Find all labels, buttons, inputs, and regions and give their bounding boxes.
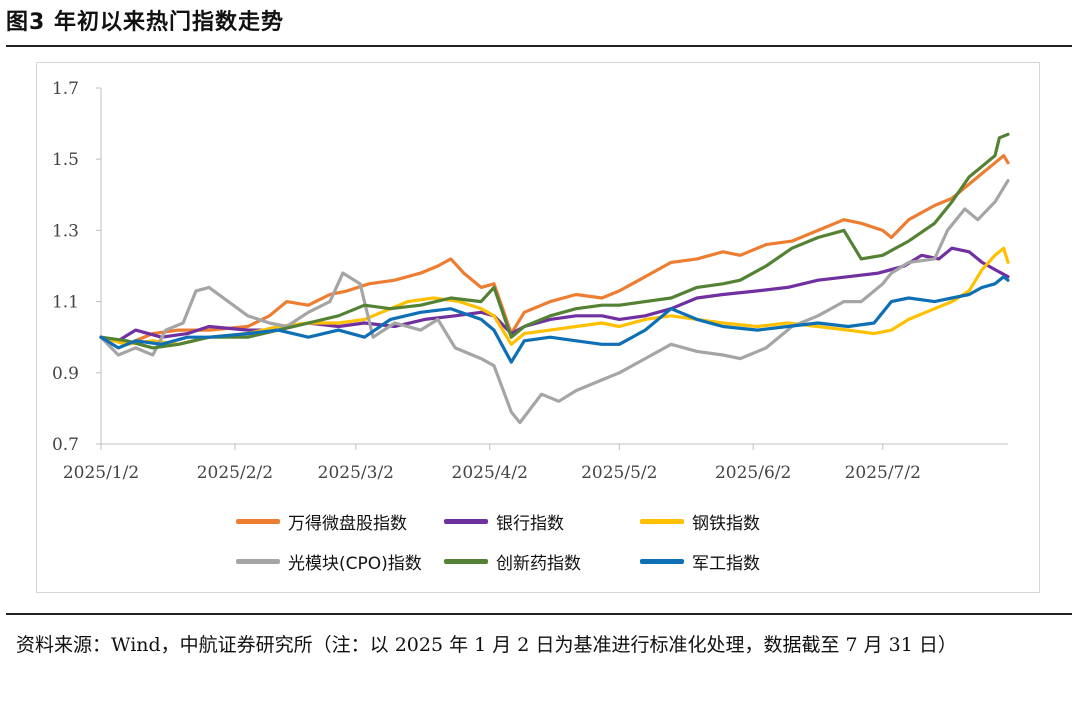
y-tick-label: 1.5 — [52, 150, 79, 170]
x-tick-label: 2025/7/2 — [845, 463, 921, 483]
legend-item: 银行指数 — [444, 509, 564, 534]
chart-frame — [36, 62, 1040, 593]
series-line-3 — [99, 246, 1010, 346]
x-tick-label: 2025/5/2 — [581, 463, 657, 483]
y-tick-label: 0.7 — [52, 435, 79, 455]
bottom-divider — [6, 613, 1072, 615]
y-tick-label: 1.7 — [52, 79, 79, 99]
series-line-5 — [99, 132, 1010, 350]
x-tick-label: 2025/2/2 — [197, 463, 273, 483]
y-tick-label: 0.9 — [52, 364, 79, 384]
legend-swatch — [236, 558, 280, 564]
series-line-6 — [99, 275, 1010, 364]
legend-swatch — [236, 518, 280, 524]
legend-swatch — [444, 518, 488, 524]
legend-label: 创新药指数 — [496, 553, 581, 574]
y-tick-label: 1.3 — [52, 221, 79, 241]
legend-label: 万得微盘股指数 — [288, 513, 407, 534]
series-line-4 — [99, 179, 1010, 425]
legend-item: 钢铁指数 — [640, 509, 760, 534]
legend-label: 光模块(CPO)指数 — [288, 553, 422, 574]
legend-item: 军工指数 — [640, 549, 760, 574]
legend-item: 光模块(CPO)指数 — [236, 549, 422, 574]
legend-swatch — [640, 518, 684, 524]
legend-label: 银行指数 — [496, 513, 564, 534]
legend-item: 创新药指数 — [444, 549, 581, 574]
top-divider — [6, 45, 1072, 47]
legend-label: 军工指数 — [692, 553, 760, 574]
legend-label: 钢铁指数 — [692, 513, 760, 534]
legend-item: 万得微盘股指数 — [236, 509, 407, 534]
figure-title: 图3 年初以来热门指数走势 — [6, 10, 284, 35]
x-tick-label: 2025/4/2 — [452, 463, 528, 483]
x-tick-label: 2025/3/2 — [318, 463, 394, 483]
series-line-1 — [99, 154, 1010, 346]
legend-swatch — [640, 558, 684, 564]
x-tick-label: 2025/6/2 — [715, 463, 791, 483]
y-tick-label: 1.1 — [52, 293, 79, 313]
legend-swatch — [444, 558, 488, 564]
source-note: 资料来源：Wind，中航证券研究所（注：以 2025 年 1 月 2 日为基准进… — [16, 634, 957, 656]
x-tick-label: 2025/1/2 — [63, 463, 139, 483]
